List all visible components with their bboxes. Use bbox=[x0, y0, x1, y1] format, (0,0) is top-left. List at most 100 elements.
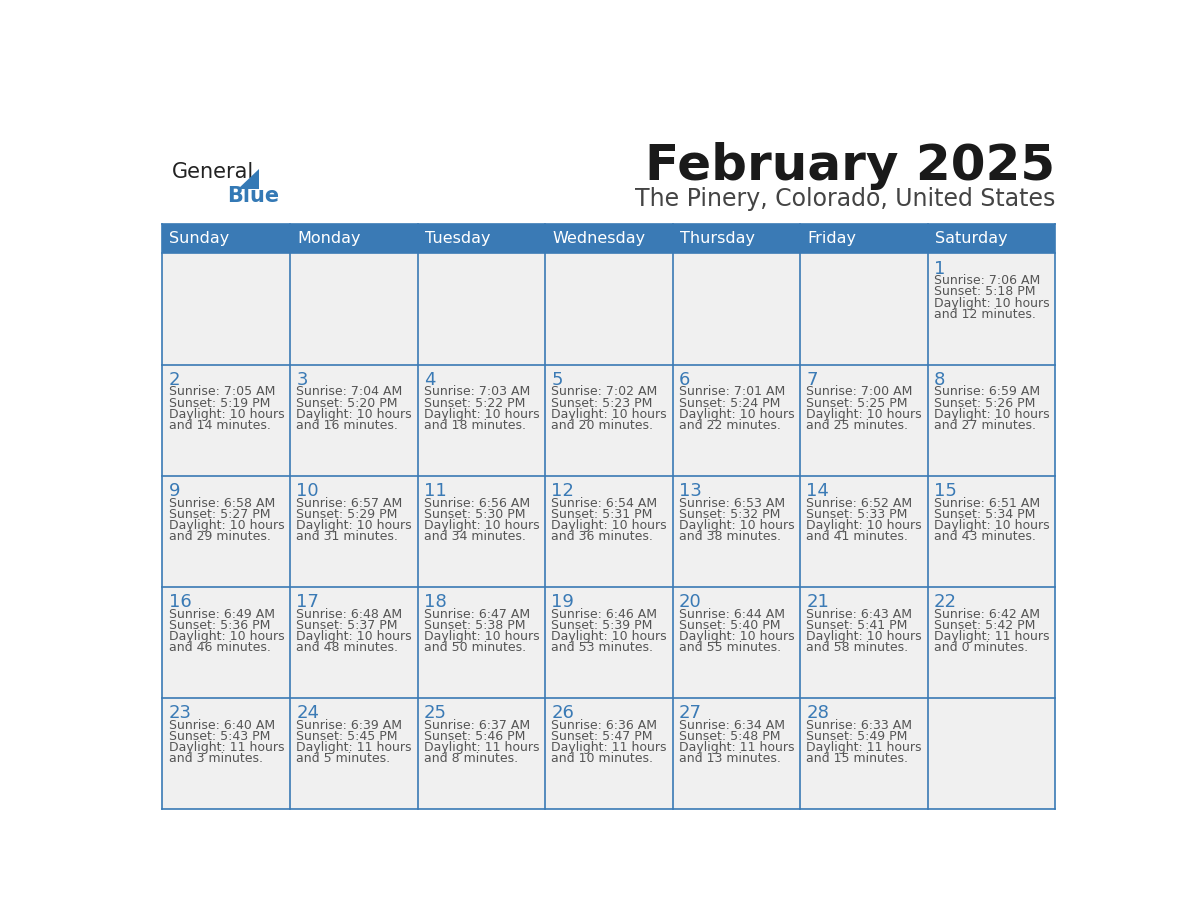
Text: Daylight: 10 hours: Daylight: 10 hours bbox=[424, 519, 539, 532]
Text: and 55 minutes.: and 55 minutes. bbox=[678, 642, 781, 655]
Text: Daylight: 10 hours: Daylight: 10 hours bbox=[296, 519, 412, 532]
Text: 6: 6 bbox=[678, 371, 690, 388]
Bar bbox=[928, 364, 1055, 476]
Text: 4: 4 bbox=[424, 371, 435, 388]
Text: and 38 minutes.: and 38 minutes. bbox=[678, 530, 781, 543]
Bar bbox=[672, 253, 801, 364]
Text: Sunset: 5:43 PM: Sunset: 5:43 PM bbox=[169, 730, 270, 743]
Bar bbox=[417, 587, 545, 698]
Text: 26: 26 bbox=[551, 704, 574, 722]
Bar bbox=[801, 587, 928, 698]
Text: Daylight: 10 hours: Daylight: 10 hours bbox=[807, 519, 922, 532]
Text: Sunrise: 6:53 AM: Sunrise: 6:53 AM bbox=[678, 497, 785, 509]
Bar bbox=[672, 698, 801, 810]
Bar bbox=[163, 253, 290, 364]
Text: 27: 27 bbox=[678, 704, 702, 722]
Text: and 5 minutes.: and 5 minutes. bbox=[296, 753, 391, 766]
Bar bbox=[801, 476, 928, 587]
Text: Sunset: 5:29 PM: Sunset: 5:29 PM bbox=[296, 508, 398, 521]
Text: Sunset: 5:40 PM: Sunset: 5:40 PM bbox=[678, 619, 781, 632]
Text: 1: 1 bbox=[934, 260, 946, 277]
Bar bbox=[417, 364, 545, 476]
Bar bbox=[290, 253, 417, 364]
Text: 2: 2 bbox=[169, 371, 181, 388]
Text: 28: 28 bbox=[807, 704, 829, 722]
Text: Sunrise: 6:52 AM: Sunrise: 6:52 AM bbox=[807, 497, 912, 509]
Text: and 53 minutes.: and 53 minutes. bbox=[551, 642, 653, 655]
Text: Daylight: 11 hours: Daylight: 11 hours bbox=[807, 741, 922, 755]
Text: Daylight: 10 hours: Daylight: 10 hours bbox=[424, 630, 539, 644]
Bar bbox=[163, 698, 290, 810]
Text: Sunrise: 7:00 AM: Sunrise: 7:00 AM bbox=[807, 386, 912, 398]
Text: Sunrise: 6:56 AM: Sunrise: 6:56 AM bbox=[424, 497, 530, 509]
Text: Sunset: 5:39 PM: Sunset: 5:39 PM bbox=[551, 619, 652, 632]
Text: Daylight: 10 hours: Daylight: 10 hours bbox=[551, 630, 666, 644]
Text: Sunrise: 6:39 AM: Sunrise: 6:39 AM bbox=[296, 719, 403, 732]
Text: and 34 minutes.: and 34 minutes. bbox=[424, 530, 525, 543]
Text: Wednesday: Wednesday bbox=[552, 231, 645, 246]
Text: and 13 minutes.: and 13 minutes. bbox=[678, 753, 781, 766]
Text: Friday: Friday bbox=[807, 231, 857, 246]
Text: Daylight: 10 hours: Daylight: 10 hours bbox=[296, 408, 412, 420]
Text: and 22 minutes.: and 22 minutes. bbox=[678, 419, 781, 431]
Text: Sunset: 5:19 PM: Sunset: 5:19 PM bbox=[169, 397, 270, 409]
Text: 15: 15 bbox=[934, 482, 956, 500]
Text: Sunset: 5:49 PM: Sunset: 5:49 PM bbox=[807, 730, 908, 743]
Text: Daylight: 10 hours: Daylight: 10 hours bbox=[296, 630, 412, 644]
Bar bbox=[417, 224, 545, 253]
Text: Blue: Blue bbox=[228, 186, 279, 207]
Bar bbox=[290, 698, 417, 810]
Text: Sunset: 5:27 PM: Sunset: 5:27 PM bbox=[169, 508, 270, 521]
Text: 14: 14 bbox=[807, 482, 829, 500]
Text: Sunrise: 6:36 AM: Sunrise: 6:36 AM bbox=[551, 719, 657, 732]
Text: Daylight: 11 hours: Daylight: 11 hours bbox=[678, 741, 795, 755]
Bar bbox=[672, 476, 801, 587]
Text: and 50 minutes.: and 50 minutes. bbox=[424, 642, 526, 655]
Bar bbox=[672, 587, 801, 698]
Text: Daylight: 10 hours: Daylight: 10 hours bbox=[934, 408, 1049, 420]
Text: and 12 minutes.: and 12 minutes. bbox=[934, 308, 1036, 320]
Text: Daylight: 11 hours: Daylight: 11 hours bbox=[934, 630, 1049, 644]
Text: Saturday: Saturday bbox=[935, 231, 1007, 246]
Text: and 15 minutes.: and 15 minutes. bbox=[807, 753, 909, 766]
Bar bbox=[801, 698, 928, 810]
Bar bbox=[163, 587, 290, 698]
Bar bbox=[672, 224, 801, 253]
Text: 10: 10 bbox=[296, 482, 318, 500]
Bar bbox=[545, 224, 672, 253]
Text: Sunset: 5:42 PM: Sunset: 5:42 PM bbox=[934, 619, 1035, 632]
Text: Monday: Monday bbox=[297, 231, 360, 246]
Text: Sunset: 5:38 PM: Sunset: 5:38 PM bbox=[424, 619, 525, 632]
Text: and 18 minutes.: and 18 minutes. bbox=[424, 419, 526, 431]
Text: Sunrise: 6:51 AM: Sunrise: 6:51 AM bbox=[934, 497, 1040, 509]
Text: Sunset: 5:37 PM: Sunset: 5:37 PM bbox=[296, 619, 398, 632]
Text: Sunrise: 6:54 AM: Sunrise: 6:54 AM bbox=[551, 497, 657, 509]
Bar bbox=[290, 476, 417, 587]
Text: 18: 18 bbox=[424, 593, 447, 611]
Text: Sunrise: 7:05 AM: Sunrise: 7:05 AM bbox=[169, 386, 276, 398]
Text: Sunrise: 7:04 AM: Sunrise: 7:04 AM bbox=[296, 386, 403, 398]
Text: Sunrise: 7:03 AM: Sunrise: 7:03 AM bbox=[424, 386, 530, 398]
Bar bbox=[290, 364, 417, 476]
Text: Daylight: 10 hours: Daylight: 10 hours bbox=[934, 519, 1049, 532]
Text: Daylight: 10 hours: Daylight: 10 hours bbox=[934, 297, 1049, 309]
Text: and 31 minutes.: and 31 minutes. bbox=[296, 530, 398, 543]
Bar bbox=[290, 224, 417, 253]
Text: and 41 minutes.: and 41 minutes. bbox=[807, 530, 909, 543]
Text: Sunset: 5:24 PM: Sunset: 5:24 PM bbox=[678, 397, 781, 409]
Text: Sunset: 5:34 PM: Sunset: 5:34 PM bbox=[934, 508, 1035, 521]
Bar bbox=[928, 253, 1055, 364]
Text: and 58 minutes.: and 58 minutes. bbox=[807, 642, 909, 655]
Text: Tuesday: Tuesday bbox=[424, 231, 489, 246]
Text: and 14 minutes.: and 14 minutes. bbox=[169, 419, 271, 431]
Text: Daylight: 10 hours: Daylight: 10 hours bbox=[169, 630, 284, 644]
Bar bbox=[545, 587, 672, 698]
Bar bbox=[417, 476, 545, 587]
Text: and 20 minutes.: and 20 minutes. bbox=[551, 419, 653, 431]
Text: Daylight: 10 hours: Daylight: 10 hours bbox=[678, 630, 795, 644]
Text: and 25 minutes.: and 25 minutes. bbox=[807, 419, 909, 431]
Text: Sunset: 5:18 PM: Sunset: 5:18 PM bbox=[934, 285, 1036, 298]
Text: and 10 minutes.: and 10 minutes. bbox=[551, 753, 653, 766]
Text: 11: 11 bbox=[424, 482, 447, 500]
Bar bbox=[163, 476, 290, 587]
